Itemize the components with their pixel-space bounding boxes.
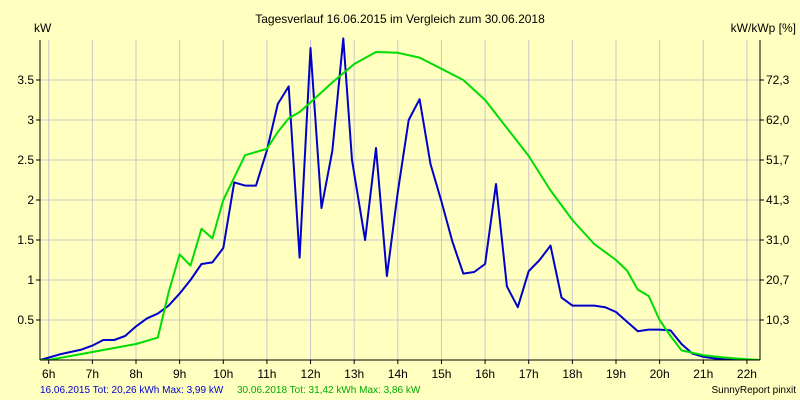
x-tick-label: 15h: [431, 367, 451, 381]
x-tick-label: 8h: [129, 367, 142, 381]
y-tick-label-right: 10,3: [766, 313, 790, 327]
y-tick-label-right: 41,3: [766, 193, 790, 207]
x-tick-label: 21h: [693, 367, 713, 381]
credit-text: SunnyReport pinxit: [712, 385, 797, 396]
x-tick-label: 17h: [519, 367, 539, 381]
y-tick-label-right: 31,0: [766, 233, 790, 247]
y-tick-label-left: 1: [27, 273, 34, 287]
x-tick-label: 13h: [344, 367, 364, 381]
legend-series-2: 30.06.2018 Tot: 31,42 kWh Max: 3,86 kW: [237, 385, 421, 396]
y-tick-label-left: 0.5: [17, 313, 34, 327]
x-tick-label: 10h: [213, 367, 233, 381]
x-tick-label: 12h: [301, 367, 321, 381]
y-axis-right-label: kW/kWp [%]: [731, 21, 796, 35]
series-lines: [40, 37, 760, 360]
x-tick-label: 11h: [257, 367, 276, 381]
axes: [36, 40, 764, 364]
y-axis-left-label: kW: [34, 21, 52, 35]
x-tick-label: 16h: [475, 367, 495, 381]
x-tick-label: 7h: [86, 367, 99, 381]
x-tick-label: 18h: [562, 367, 582, 381]
grid-lines: [40, 40, 760, 360]
y-tick-label-right: 20,7: [766, 273, 790, 287]
y-tick-label-left: 1.5: [17, 233, 34, 247]
chart-title: Tagesverlauf 16.06.2015 im Vergleich zum…: [255, 12, 545, 26]
x-tick-label: 20h: [650, 367, 670, 381]
x-tick-label: 14h: [388, 367, 408, 381]
x-tick-label: 6h: [42, 367, 55, 381]
y-tick-label-right: 72,3: [766, 73, 790, 87]
y-tick-label-left: 2.5: [17, 153, 34, 167]
y-tick-label-right: 62,0: [766, 113, 790, 127]
tick-labels: 6h 7h 8h 9h 10h 11h 12h 13h 14h 15h 16h 17h 18h 19h 20…: [17, 73, 789, 381]
x-tick-label: 9h: [173, 367, 186, 381]
series-line-2: [40, 51, 760, 360]
y-tick-label-right: 51,7: [766, 153, 790, 167]
y-tick-label-left: 3.5: [17, 73, 34, 87]
series-line-1: [40, 37, 760, 360]
y-tick-label-left: 2: [27, 193, 34, 207]
legend-series-1: 16.06.2015 Tot: 20,26 kWh Max: 3,99 kW: [40, 385, 224, 396]
x-tick-label: 22h: [737, 367, 757, 381]
x-tick-label: 19h: [606, 367, 626, 381]
y-tick-label-left: 3: [27, 113, 34, 127]
